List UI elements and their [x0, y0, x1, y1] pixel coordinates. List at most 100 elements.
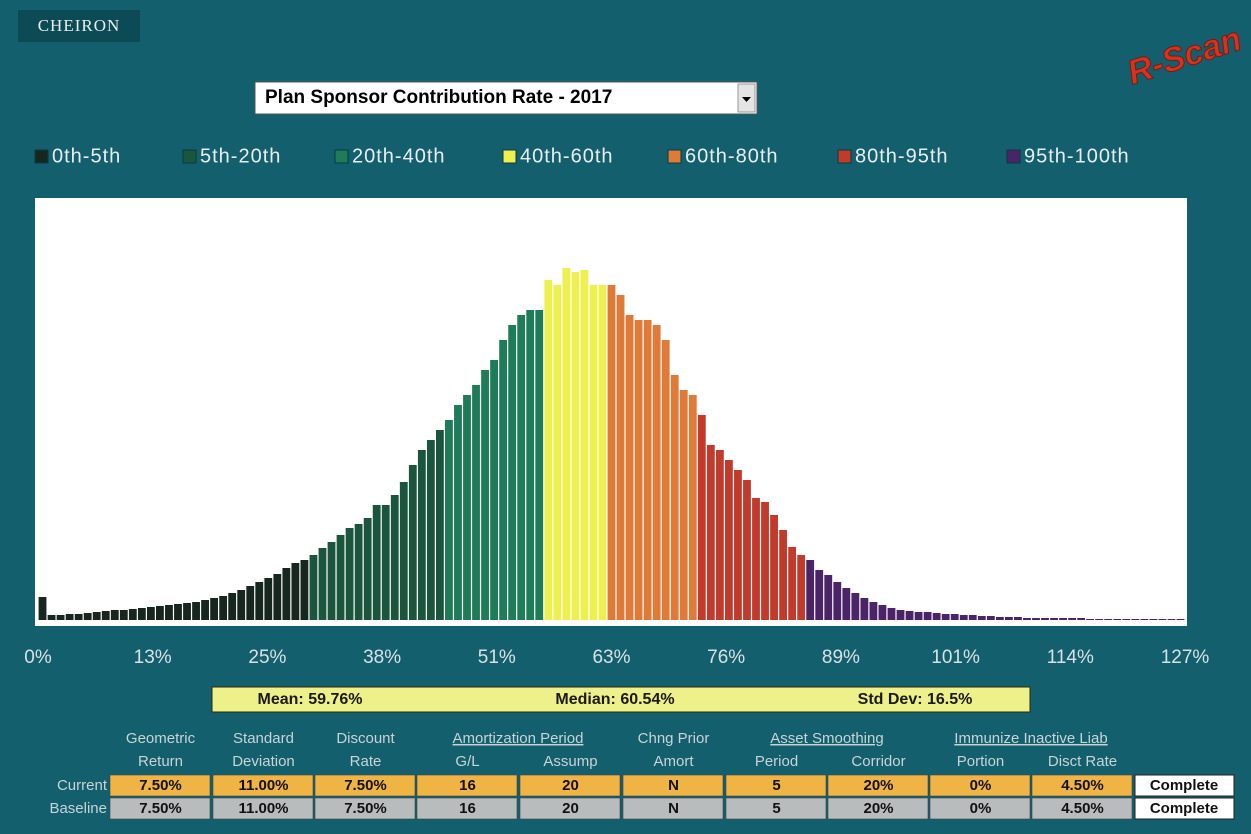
cell-value[interactable]: N	[668, 777, 679, 794]
bar	[752, 498, 760, 620]
bar	[842, 588, 851, 620]
cell[interactable]	[314, 797, 416, 820]
cell-value[interactable]: 4.50%	[1061, 777, 1104, 794]
dropdown-label[interactable]: Plan Sponsor Contribution Rate - 2017	[265, 87, 612, 108]
cell[interactable]	[519, 797, 621, 820]
bar	[345, 528, 354, 620]
bar	[1104, 619, 1113, 620]
dropdown-arrow	[742, 97, 751, 102]
bar	[860, 598, 869, 620]
cell-value[interactable]: 20	[562, 800, 579, 817]
bar	[336, 535, 345, 620]
cell-value[interactable]: N	[668, 800, 679, 817]
x-tick-label: 101%	[931, 647, 980, 668]
column-header: Rate	[350, 753, 382, 770]
cell[interactable]	[929, 774, 1031, 797]
cell-value[interactable]: 7.50%	[344, 777, 387, 794]
cell-value[interactable]: 5	[772, 800, 780, 817]
cell-value[interactable]: 5	[772, 777, 780, 794]
cell-value[interactable]: 0%	[970, 777, 992, 794]
column-header: Corridor	[851, 753, 905, 770]
cell[interactable]	[314, 774, 416, 797]
cell[interactable]	[212, 797, 314, 820]
column-header: Return	[138, 753, 183, 770]
cell[interactable]	[827, 774, 929, 797]
cell[interactable]	[416, 774, 518, 797]
cell[interactable]	[622, 797, 724, 820]
column-header: Deviation	[232, 753, 295, 770]
bar	[201, 600, 209, 620]
status-box[interactable]	[1134, 797, 1235, 820]
cell[interactable]	[1031, 797, 1133, 820]
bar	[481, 370, 489, 620]
cell[interactable]	[929, 797, 1031, 820]
cell-value[interactable]: 20%	[863, 777, 893, 794]
cell[interactable]	[725, 797, 827, 820]
cell-value[interactable]: 11.00%	[238, 800, 288, 817]
bar	[1023, 618, 1031, 620]
column-header: Assump	[543, 753, 597, 770]
bar	[499, 340, 508, 620]
bar	[562, 268, 571, 620]
legend-swatch	[34, 149, 49, 164]
bar	[237, 590, 246, 620]
cell[interactable]	[109, 774, 211, 797]
bar	[408, 465, 417, 620]
bar	[156, 606, 164, 620]
bar	[797, 555, 806, 620]
bar	[490, 360, 499, 620]
cell[interactable]	[519, 774, 621, 797]
bar	[625, 315, 634, 620]
brand: R-Scan	[1123, 20, 1246, 92]
x-tick-label: 76%	[707, 647, 745, 668]
bar	[661, 340, 670, 620]
bar	[65, 614, 74, 620]
bar	[1113, 619, 1122, 620]
cell-value[interactable]: 11.00%	[238, 777, 288, 794]
cell[interactable]	[622, 774, 724, 797]
legend-swatch	[334, 149, 349, 164]
cell-value[interactable]: 7.50%	[139, 777, 182, 794]
bar	[417, 450, 426, 620]
bar	[426, 440, 435, 620]
bar	[670, 375, 679, 620]
column-header: G/L	[455, 753, 479, 770]
status[interactable]: Complete	[1150, 777, 1218, 794]
cell[interactable]	[1031, 774, 1133, 797]
dropdown[interactable]	[254, 81, 758, 115]
cell-value[interactable]: 20	[562, 777, 579, 794]
cell[interactable]	[416, 797, 518, 820]
cell-value[interactable]: 20%	[863, 800, 893, 817]
bar	[715, 450, 724, 620]
row-label: Current	[57, 777, 108, 794]
cell[interactable]	[212, 774, 314, 797]
cell-value[interactable]: 16	[459, 777, 476, 794]
bar	[1140, 619, 1149, 620]
status-box[interactable]	[1134, 774, 1235, 797]
bar	[472, 385, 480, 620]
bar	[634, 320, 643, 620]
bar	[869, 602, 878, 620]
bar	[1131, 619, 1140, 620]
bar	[399, 482, 408, 620]
bar	[1041, 618, 1049, 620]
bar	[318, 548, 327, 620]
cell[interactable]	[725, 774, 827, 797]
cell-value[interactable]: 16	[459, 800, 476, 817]
bar	[137, 608, 146, 620]
bar	[941, 614, 950, 620]
cell-value[interactable]: 0%	[970, 800, 992, 817]
cell-value[interactable]: 7.50%	[344, 800, 387, 817]
bar	[445, 420, 453, 620]
bar	[1158, 619, 1167, 620]
x-tick-label: 89%	[822, 647, 860, 668]
status[interactable]: Complete	[1150, 800, 1218, 817]
cell-value[interactable]: 7.50%	[139, 800, 182, 817]
cell[interactable]	[109, 797, 211, 820]
bar	[770, 515, 778, 620]
bar	[264, 578, 273, 620]
cell-value[interactable]: 4.50%	[1061, 800, 1104, 817]
legend-swatch	[502, 149, 517, 164]
legend-label: 0th-5th	[52, 145, 121, 167]
cell[interactable]	[827, 797, 929, 820]
